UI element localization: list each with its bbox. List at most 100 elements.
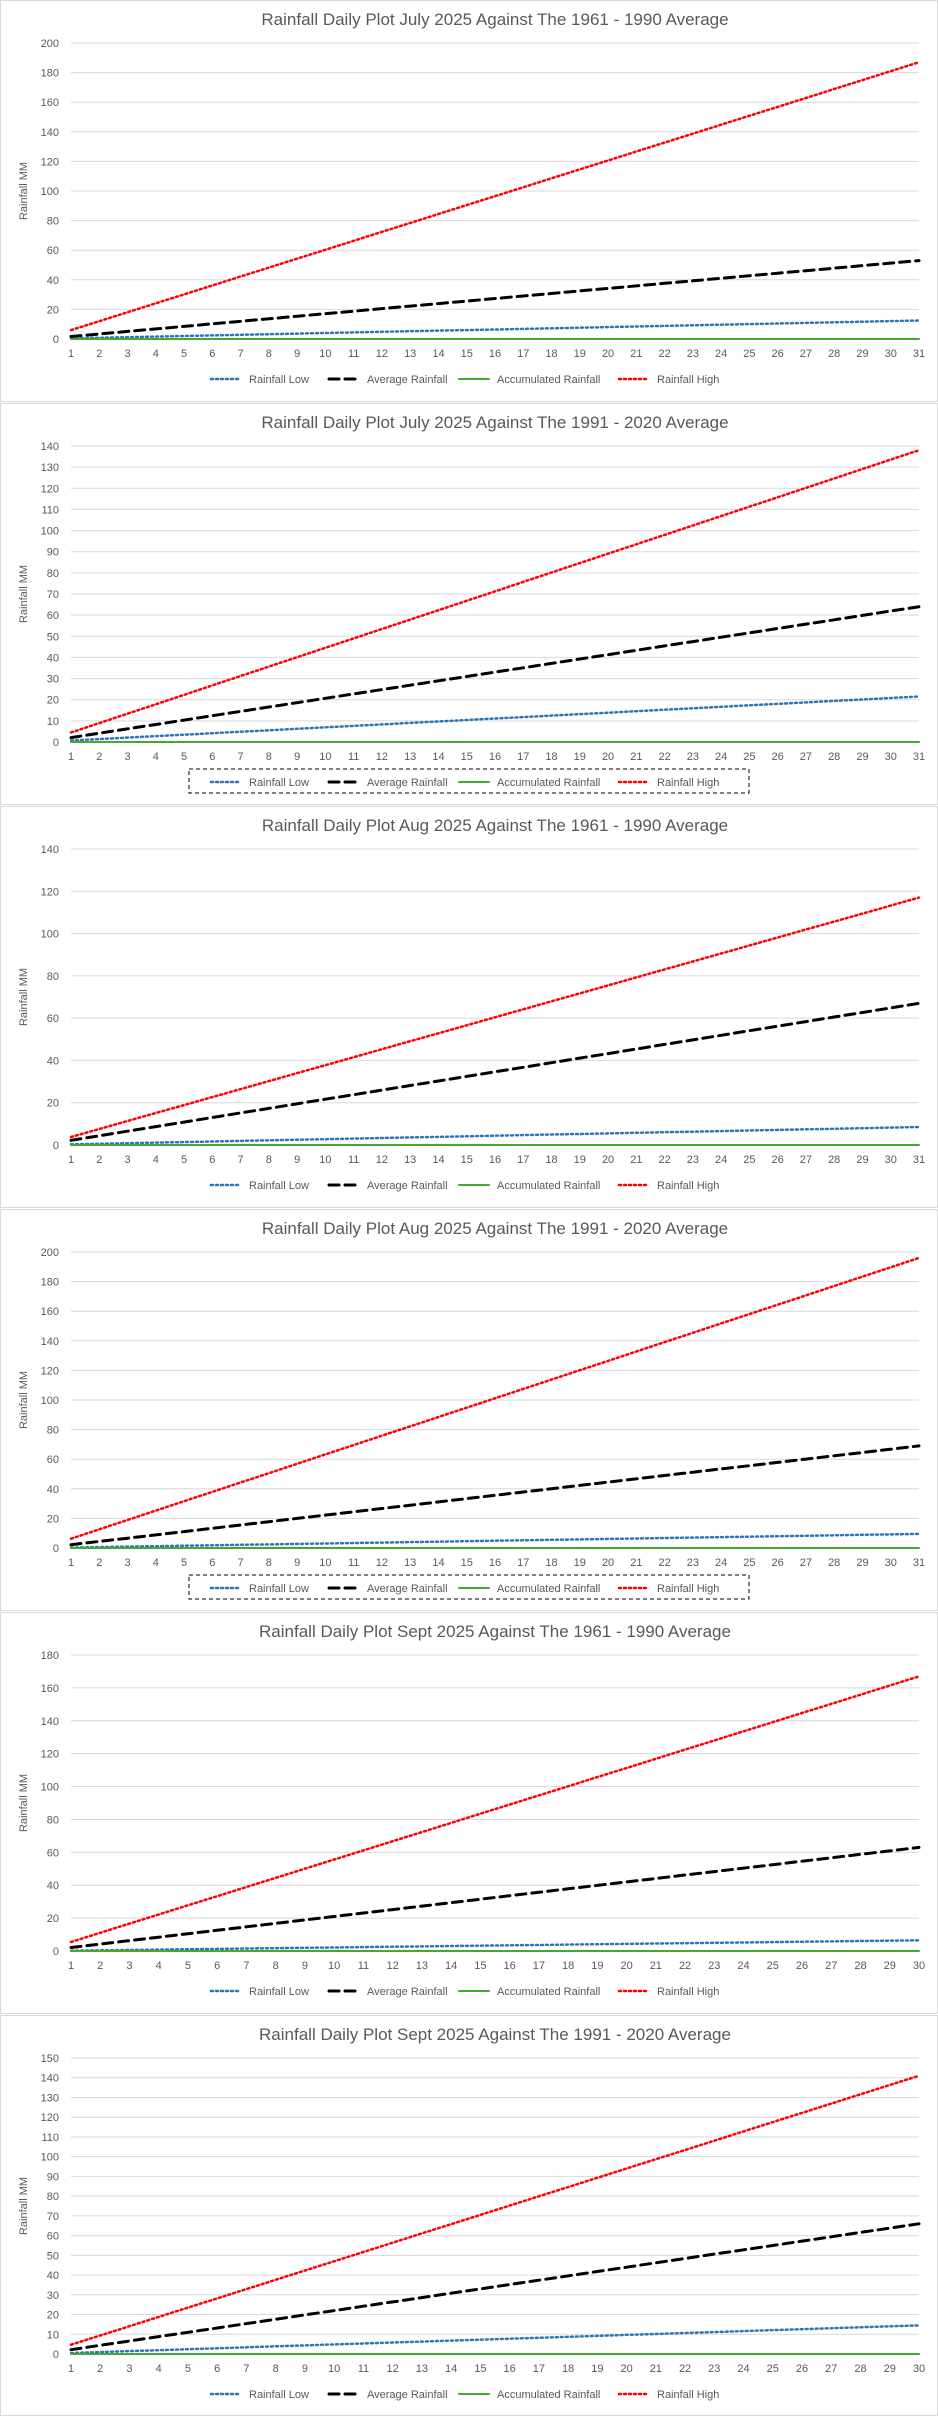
y-tick-label: 140 bbox=[41, 2073, 59, 2085]
y-axis-label: Rainfall MM bbox=[18, 2177, 30, 2235]
series-line-4 bbox=[69, 2074, 921, 2346]
y-tick-label: 20 bbox=[47, 1513, 59, 1525]
x-tick-label: 12 bbox=[376, 1557, 388, 1569]
x-tick-label: 3 bbox=[124, 751, 130, 763]
legend-label-4: Rainfall High bbox=[657, 2389, 719, 2401]
y-tick-label: 40 bbox=[47, 1055, 59, 1067]
x-tick-label: 5 bbox=[181, 1557, 187, 1569]
x-tick-label: 27 bbox=[825, 2363, 837, 2375]
x-tick-label: 6 bbox=[209, 348, 215, 360]
x-tick-label: 7 bbox=[243, 2363, 249, 2375]
x-tick-label: 25 bbox=[743, 1154, 755, 1166]
x-tick-label: 8 bbox=[266, 751, 272, 763]
x-tick-label: 12 bbox=[376, 1154, 388, 1166]
x-tick-label: 19 bbox=[574, 348, 586, 360]
x-tick-label: 1 bbox=[68, 751, 74, 763]
y-tick-label: 90 bbox=[47, 2171, 59, 2183]
y-axis-label: Rainfall MM bbox=[18, 968, 30, 1026]
x-tick-label: 23 bbox=[687, 1557, 699, 1569]
x-tick-label: 26 bbox=[772, 1154, 784, 1166]
y-tick-label: 120 bbox=[41, 1749, 59, 1761]
x-tick-label: 27 bbox=[825, 1960, 837, 1972]
x-tick-label: 8 bbox=[273, 2363, 279, 2375]
x-tick-label: 20 bbox=[602, 1557, 614, 1569]
y-tick-label: 80 bbox=[47, 1425, 59, 1437]
x-tick-label: 9 bbox=[294, 348, 300, 360]
x-tick-label: 28 bbox=[828, 1557, 840, 1569]
y-axis-label: Rainfall MM bbox=[18, 1774, 30, 1832]
y-tick-label: 40 bbox=[47, 652, 59, 664]
x-tick-label: 31 bbox=[913, 751, 925, 763]
legend-label-2: Average Rainfall bbox=[367, 2389, 448, 2401]
x-tick-label: 13 bbox=[404, 1154, 416, 1166]
legend-label-1: Rainfall Low bbox=[249, 1583, 309, 1595]
chart-panel-4: Rainfall Daily Plot Aug 2025 Against The… bbox=[0, 1209, 938, 1611]
x-tick-label: 10 bbox=[319, 348, 331, 360]
x-tick-label: 27 bbox=[800, 1557, 812, 1569]
chart-title: Rainfall Daily Plot Aug 2025 Against The… bbox=[262, 816, 728, 835]
y-tick-label: 100 bbox=[41, 2152, 59, 2164]
legend-label-2: Average Rainfall bbox=[367, 1180, 448, 1192]
x-tick-label: 16 bbox=[489, 751, 501, 763]
y-tick-label: 100 bbox=[41, 526, 59, 538]
y-tick-label: 30 bbox=[47, 674, 59, 686]
x-tick-label: 28 bbox=[828, 751, 840, 763]
y-tick-label: 20 bbox=[47, 695, 59, 707]
x-tick-label: 4 bbox=[153, 1154, 159, 1166]
y-tick-label: 110 bbox=[41, 2132, 59, 2144]
y-tick-label: 40 bbox=[47, 1880, 59, 1892]
x-tick-label: 23 bbox=[687, 348, 699, 360]
chart-svg: Rainfall Daily Plot Aug 2025 Against The… bbox=[18, 816, 925, 1192]
x-tick-label: 22 bbox=[679, 1960, 691, 1972]
y-tick-label: 70 bbox=[47, 2211, 59, 2223]
x-tick-label: 18 bbox=[545, 751, 557, 763]
x-tick-label: 10 bbox=[319, 1154, 331, 1166]
x-tick-label: 10 bbox=[328, 2363, 340, 2375]
y-tick-label: 180 bbox=[41, 68, 59, 80]
y-tick-label: 80 bbox=[47, 2191, 59, 2203]
y-tick-label: 20 bbox=[47, 304, 59, 316]
chart-panel-1: Rainfall Daily Plot July 2025 Against Th… bbox=[0, 0, 938, 402]
x-tick-label: 4 bbox=[153, 348, 159, 360]
x-tick-label: 21 bbox=[630, 1557, 642, 1569]
x-tick-label: 17 bbox=[517, 1154, 529, 1166]
x-tick-label: 25 bbox=[743, 1557, 755, 1569]
x-tick-label: 15 bbox=[461, 348, 473, 360]
x-tick-label: 17 bbox=[517, 1557, 529, 1569]
x-tick-label: 4 bbox=[156, 1960, 162, 1972]
x-tick-label: 11 bbox=[348, 348, 359, 360]
x-tick-label: 6 bbox=[209, 1557, 215, 1569]
x-tick-label: 12 bbox=[376, 751, 388, 763]
x-tick-label: 8 bbox=[266, 348, 272, 360]
x-tick-label: 21 bbox=[630, 751, 642, 763]
y-tick-label: 0 bbox=[53, 334, 59, 346]
x-tick-label: 9 bbox=[294, 1557, 300, 1569]
x-tick-label: 11 bbox=[348, 1154, 359, 1166]
x-tick-label: 24 bbox=[737, 2363, 749, 2375]
x-tick-label: 20 bbox=[602, 348, 614, 360]
x-tick-label: 5 bbox=[185, 2363, 191, 2375]
y-tick-label: 160 bbox=[41, 97, 59, 109]
y-tick-label: 60 bbox=[47, 610, 59, 622]
x-tick-label: 30 bbox=[885, 1154, 897, 1166]
x-tick-label: 15 bbox=[461, 1154, 473, 1166]
x-tick-label: 17 bbox=[533, 1960, 545, 1972]
x-tick-label: 14 bbox=[432, 348, 444, 360]
x-tick-label: 5 bbox=[181, 751, 187, 763]
x-tick-label: 15 bbox=[474, 2363, 486, 2375]
chart-svg: Rainfall Daily Plot Sept 2025 Against Th… bbox=[18, 1622, 925, 1998]
x-tick-label: 20 bbox=[602, 751, 614, 763]
y-tick-label: 0 bbox=[53, 1543, 59, 1555]
x-tick-label: 7 bbox=[238, 348, 244, 360]
y-tick-label: 20 bbox=[47, 1913, 59, 1925]
x-tick-label: 25 bbox=[743, 348, 755, 360]
x-tick-label: 9 bbox=[302, 1960, 308, 1972]
x-tick-label: 18 bbox=[545, 1154, 557, 1166]
chart-title: Rainfall Daily Plot July 2025 Against Th… bbox=[261, 413, 728, 432]
x-tick-label: 10 bbox=[319, 751, 331, 763]
y-tick-label: 160 bbox=[41, 1306, 59, 1318]
x-tick-label: 6 bbox=[214, 2363, 220, 2375]
x-tick-label: 19 bbox=[574, 1557, 586, 1569]
x-tick-label: 6 bbox=[209, 1154, 215, 1166]
y-tick-label: 180 bbox=[41, 1650, 59, 1662]
